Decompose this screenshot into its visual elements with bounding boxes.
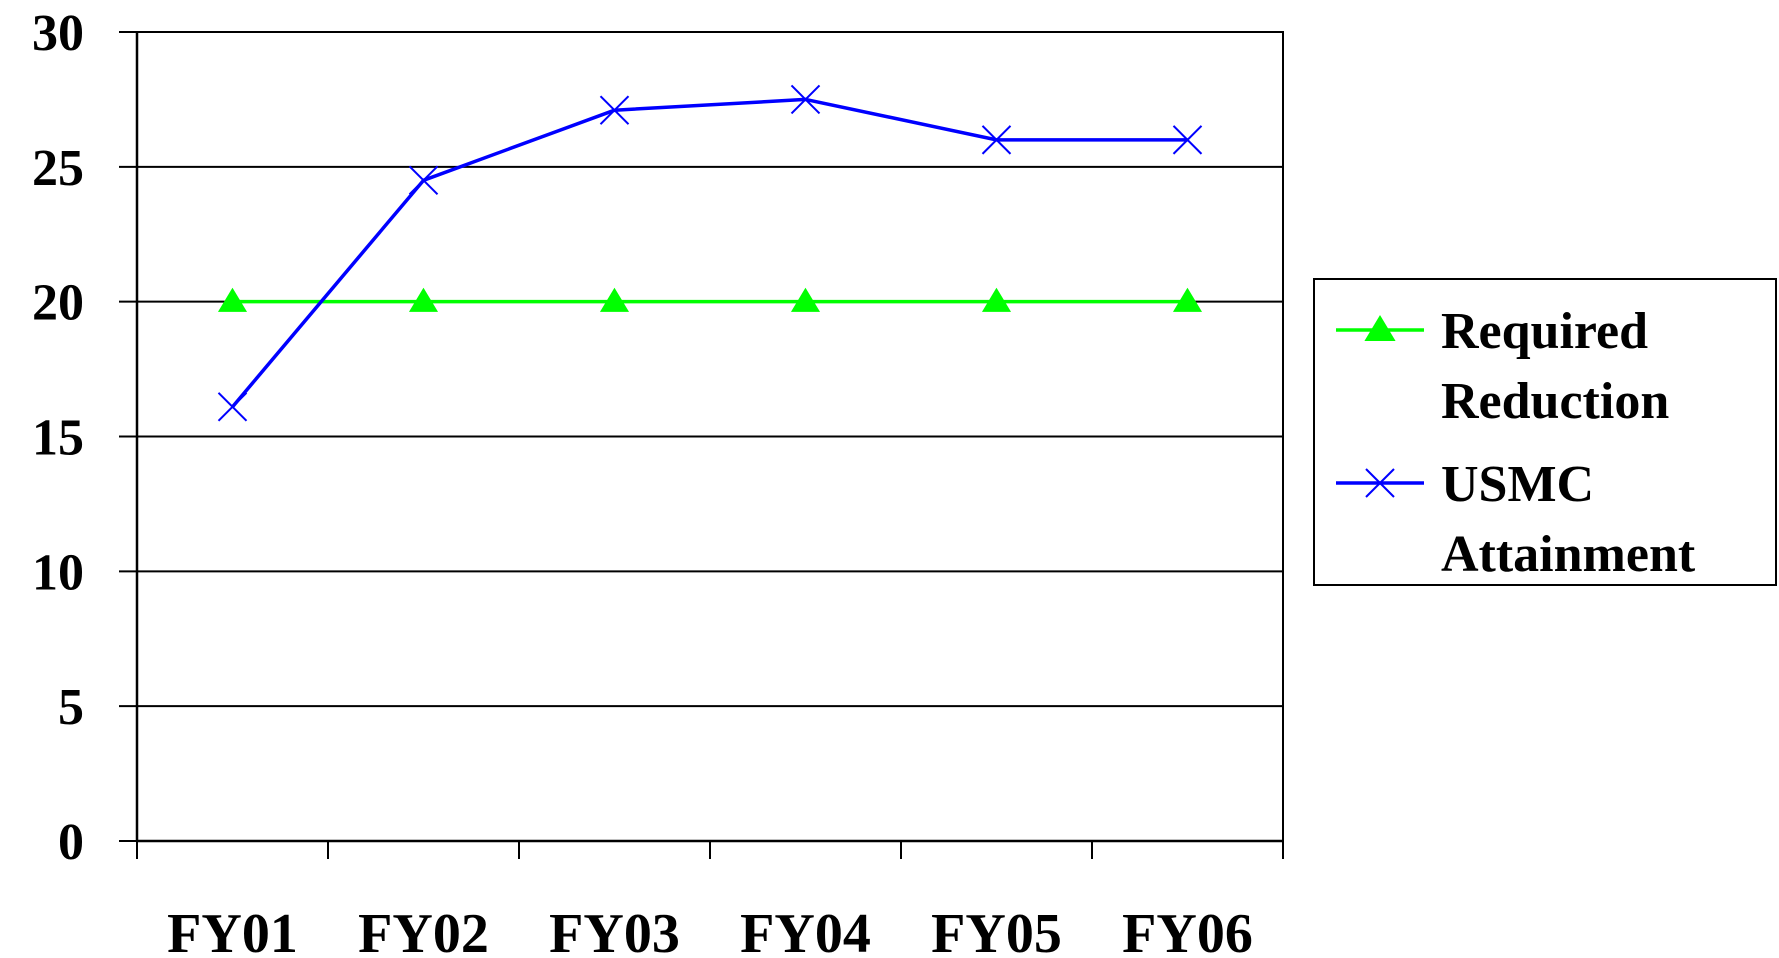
- data-point-triangle: [981, 287, 1012, 312]
- data-point-triangle: [1172, 287, 1203, 312]
- legend-entry: USMC Attainment: [1336, 456, 1696, 583]
- x-mark-stroke: [217, 392, 248, 422]
- data-point-x: [981, 125, 1012, 155]
- x-tick-label: FY04: [740, 903, 871, 958]
- legend-label: Required: [1441, 303, 1648, 360]
- series-area: [217, 84, 1203, 422]
- x-tick-label: FY02: [358, 903, 489, 958]
- legend-entry: Required Reduction: [1336, 303, 1669, 430]
- series-usmc-attainment: [217, 84, 1203, 422]
- x-tick-label: FY05: [931, 903, 1062, 958]
- y-tick-label: 25: [32, 140, 84, 197]
- data-point-x: [599, 95, 630, 125]
- data-point-x: [217, 392, 248, 422]
- x-mark-stroke: [408, 165, 439, 196]
- x-tick-label: FY03: [549, 903, 680, 958]
- data-point-triangle: [790, 287, 821, 312]
- x-mark-stroke: [599, 95, 630, 125]
- data-point-triangle: [217, 287, 248, 312]
- data-point-x: [408, 165, 439, 196]
- x-mark-stroke: [1172, 125, 1203, 155]
- y-tick-label: 30: [32, 5, 84, 62]
- data-point-triangle: [599, 287, 630, 312]
- legend-marker-x: [1365, 468, 1395, 498]
- legend-label: USMC: [1441, 456, 1594, 513]
- data-point-x: [790, 84, 821, 115]
- data-point-x: [1172, 125, 1203, 155]
- x-mark-stroke: [790, 84, 821, 115]
- data-point-triangle: [408, 287, 439, 312]
- series-required-reduction: [217, 287, 1203, 312]
- legend-label: Attainment: [1441, 526, 1696, 583]
- axes: 0 5 10 15 20 25 30 FY01 FY02 FY03 FY04 FY05 FY06: [32, 5, 1284, 958]
- legend-marker-triangle: [1364, 315, 1396, 341]
- y-tick-label: 5: [58, 679, 84, 736]
- legend: Required Reduction USMC Attainment: [1313, 278, 1777, 586]
- y-tick-label: 15: [32, 410, 84, 467]
- y-tick-label: 0: [58, 814, 84, 871]
- legend-label: Reduction: [1441, 373, 1669, 430]
- series-line: [231, 97, 1188, 408]
- x-mark-stroke: [981, 125, 1012, 155]
- y-tick-label: 10: [32, 544, 84, 601]
- y-tick-label: 20: [32, 275, 84, 332]
- gridlines: [136, 31, 1284, 842]
- x-mark-stroke: [1365, 468, 1395, 498]
- x-tick-label: FY06: [1122, 903, 1253, 958]
- x-tick-label: FY01: [167, 903, 298, 958]
